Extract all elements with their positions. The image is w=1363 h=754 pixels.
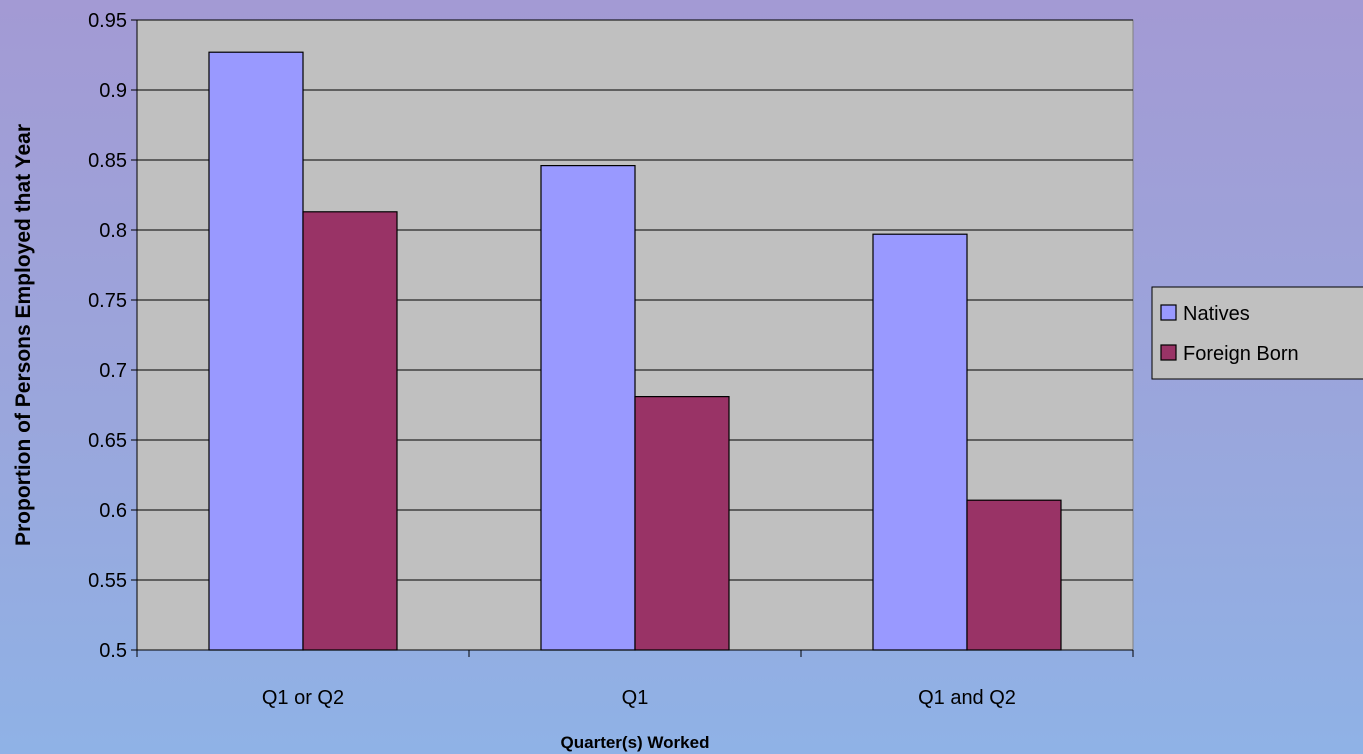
x-axis-title: Quarter(s) Worked (561, 733, 710, 752)
y-tick-labels: 0.5 0.55 0.6 0.65 0.7 0.75 0.8 0.85 0.9 0.95 (88, 10, 127, 662)
y-tick-label: 0.7 (99, 360, 127, 382)
axes (131, 19, 1134, 657)
bar-foreign-born (634, 396, 730, 651)
y-tick-label: 0.75 (88, 290, 127, 312)
y-tick-label: 0.85 (88, 150, 127, 172)
y-tick-label: 0.5 (99, 640, 127, 662)
x-tick-label: Q1 (622, 687, 649, 709)
bar-natives (208, 51, 304, 651)
bars (208, 51, 1062, 651)
y-tick-label: 0.95 (88, 10, 127, 32)
x-tick-label: Q1 and Q2 (918, 687, 1016, 709)
legend-swatch (1160, 304, 1177, 321)
legend-box (1151, 286, 1363, 380)
legend: Natives Foreign Born (1151, 286, 1363, 380)
bar-foreign-born (966, 499, 1062, 651)
y-tick-label: 0.6 (99, 500, 127, 522)
legend-label: Foreign Born (1183, 343, 1299, 365)
y-tick-label: 0.8 (99, 220, 127, 242)
bar-natives (540, 165, 636, 651)
y-tick-label: 0.55 (88, 570, 127, 592)
x-tick-label: Q1 or Q2 (262, 687, 344, 709)
legend-swatch (1160, 344, 1177, 361)
y-tick-label: 0.9 (99, 80, 127, 102)
y-axis-title: Proportion of Persons Employed that Year (12, 124, 35, 546)
y-tick-label: 0.65 (88, 430, 127, 452)
x-tick-labels: Q1 or Q2 Q1 Q1 and Q2 (262, 687, 1016, 709)
legend-label: Natives (1183, 303, 1250, 325)
bar-natives (872, 233, 968, 651)
bar-foreign-born (302, 211, 398, 651)
